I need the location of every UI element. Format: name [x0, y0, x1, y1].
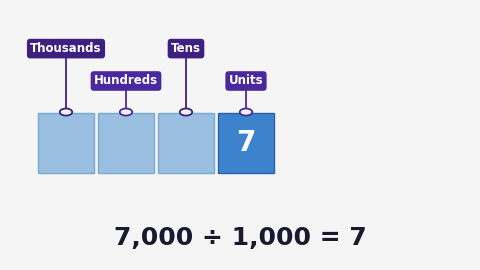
- Text: Thousands: Thousands: [30, 42, 102, 55]
- Text: 7: 7: [236, 129, 256, 157]
- FancyBboxPatch shape: [158, 113, 214, 173]
- Text: 7,000 ÷ 1,000 = 7: 7,000 ÷ 1,000 = 7: [114, 226, 366, 249]
- Text: Units: Units: [228, 75, 264, 87]
- Circle shape: [180, 109, 192, 116]
- Circle shape: [120, 109, 132, 116]
- FancyBboxPatch shape: [98, 113, 154, 173]
- FancyBboxPatch shape: [218, 113, 274, 173]
- Circle shape: [240, 109, 252, 116]
- Text: Tens: Tens: [171, 42, 201, 55]
- Circle shape: [60, 109, 72, 116]
- Text: Hundreds: Hundreds: [94, 75, 158, 87]
- FancyBboxPatch shape: [38, 113, 94, 173]
